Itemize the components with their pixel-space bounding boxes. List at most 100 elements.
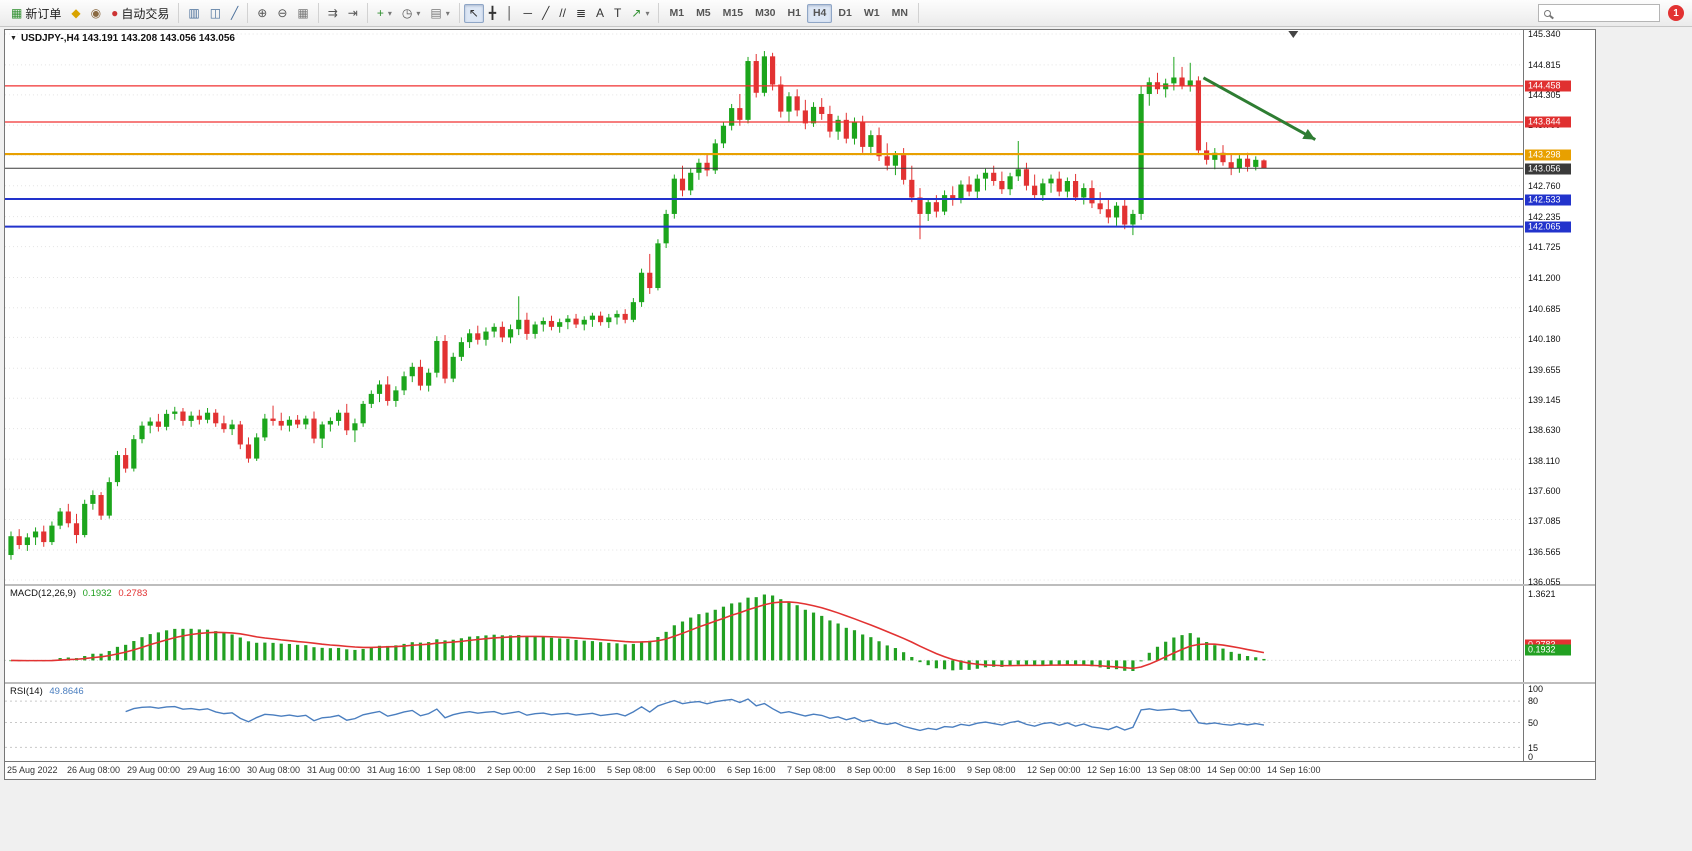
autotrade-button[interactable]: ● 自动交易 (106, 4, 174, 23)
rsi-axis-label: 0 (1528, 752, 1534, 762)
community-button-icon: ◉ (90, 6, 102, 20)
macd-axis-max-label: 1.3621 (1528, 589, 1556, 599)
zoom-out-button[interactable]: ⊖ (272, 4, 292, 23)
text-button[interactable]: A (591, 4, 609, 23)
channel-button[interactable]: // (554, 4, 571, 23)
macd-plot[interactable]: MACD(12,26,9) 0.1932 0.2783 (5, 586, 1523, 682)
search-input[interactable] (1555, 6, 1654, 20)
community-button[interactable]: ◉ (86, 4, 106, 23)
auto-scroll-button[interactable]: ⇉ (323, 4, 343, 23)
zoom-in-button[interactable]: ⊕ (252, 4, 272, 23)
vertical-line-button[interactable]: │ (501, 4, 519, 23)
tile-windows-button[interactable]: ▦ (292, 4, 313, 23)
time-axis-label: 9 Sep 08:00 (967, 765, 1016, 775)
toolbar: ▦ 新订单 ◆ ◉ ● 自动交易 ▥ ◫ ╱ ⊕ ⊖ ▦ ⇉ ⇥ + ▾ ◷ ▾ ▤ ▾ ↖ ╋ │ ─ ╱//≣ A T ↗ ▾ M1 M… (0, 0, 1692, 27)
time-axis-label: 25 Aug 2022 (7, 765, 58, 775)
sound-alert-button-icon: ◆ (71, 6, 81, 20)
timeframe-m30[interactable]: M30 (755, 7, 776, 19)
rsi-axis-label: 80 (1528, 696, 1539, 707)
periods-button-dropdown-icon[interactable]: ▾ (416, 8, 421, 18)
price-tag: 142.533 (1525, 194, 1571, 206)
price-axis-label: 138.630 (1528, 425, 1561, 436)
symbol-ohlc-text: USDJPY-,H4 143.191 143.208 143.056 143.0… (20, 33, 235, 44)
horizontal-line-button-icon: ─ (523, 6, 533, 20)
timeframe-h1[interactable]: H1 (787, 7, 801, 19)
shapes-button-icon: ↗ (631, 6, 642, 20)
macd-title: MACD(12,26,9) (10, 588, 76, 599)
time-axis-label: 5 Sep 08:00 (607, 765, 656, 775)
search-box[interactable] (1538, 4, 1660, 22)
bottom-gutter (0, 780, 1692, 850)
price-axis-label: 144.305 (1528, 90, 1561, 101)
rsi-plot[interactable]: RSI(14) 49.8646 (5, 684, 1523, 761)
price-axis[interactable]: 145.340144.815144.305143.790143.280142.7… (1523, 29, 1595, 587)
line-chart-button-icon: ╱ (231, 6, 239, 20)
shapes-button[interactable]: ↗ ▾ (626, 4, 654, 23)
time-axis-label: 29 Aug 16:00 (187, 765, 241, 775)
sound-alert-button[interactable]: ◆ (66, 4, 85, 23)
timeframe-d1[interactable]: D1 (838, 7, 852, 19)
line-chart-button[interactable]: ╱ (226, 4, 243, 23)
price-axis-label: 136.055 (1528, 577, 1561, 587)
time-axis-label: 31 Aug 00:00 (307, 765, 361, 775)
vertical-line-button-icon: │ (506, 6, 514, 20)
text-button-icon: A (596, 6, 605, 20)
fibonacci-button[interactable]: ≣ (571, 4, 591, 23)
time-axis-label: 30 Aug 08:00 (247, 765, 301, 775)
zoom-in-button-icon: ⊕ (257, 6, 268, 20)
macd-canvas[interactable] (5, 586, 1523, 682)
candlestick-chart-button[interactable]: ◫ (205, 4, 226, 23)
tools-group: ↖ ╋ │ ─ ╱ // ≣ A T ↗ ▾ (462, 3, 660, 23)
time-axis-label: 6 Sep 16:00 (727, 765, 776, 775)
trendline-button-icon: ╱ (542, 6, 550, 20)
trendline-button[interactable]: ╱ (537, 4, 554, 23)
price-axis-label: 138.110 (1528, 455, 1560, 466)
autotrade-button-icon: ● (111, 6, 119, 20)
shapes-button-dropdown-icon[interactable]: ▾ (645, 8, 650, 18)
main-chart-canvas[interactable] (5, 30, 1523, 584)
label-button-icon: T (614, 6, 622, 20)
timeframe-w1[interactable]: W1 (863, 7, 880, 19)
templates-button[interactable]: ▤ ▾ (425, 4, 454, 23)
bar-chart-button[interactable]: ▥ (183, 4, 204, 23)
price-tag: 142.065 (1525, 221, 1571, 233)
price-axis-label: 140.180 (1528, 333, 1561, 344)
time-axis[interactable]: 25 Aug 2022 26 Aug 08:00 29 Aug 00:00 29 Au… (5, 762, 1595, 779)
rsi-canvas[interactable] (5, 684, 1523, 761)
timeframe-h4[interactable]: H4 (806, 3, 833, 23)
main-chart-panel: ▼ USDJPY-,H4 143.191 143.208 143.056 143… (5, 29, 1595, 587)
new-order-button[interactable]: ▦ 新订单 (6, 4, 66, 23)
chart-shift-button[interactable]: ⇥ (343, 4, 363, 23)
notification-badge[interactable]: 1 (1668, 5, 1684, 21)
zoom-out-button-icon: ⊖ (277, 6, 288, 20)
crosshair-button[interactable]: ╋ (484, 4, 501, 23)
timeframe-mn[interactable]: MN (891, 7, 908, 19)
cursor-button[interactable]: ↖ (463, 3, 484, 23)
search-icon (1544, 9, 1551, 17)
timeframe-m1[interactable]: M1 (669, 7, 685, 19)
label-button[interactable]: T (609, 4, 626, 23)
rsi-axis[interactable]: 100 80 50 15 0 (1523, 684, 1595, 762)
new-order-button-label: 新订单 (25, 6, 62, 21)
chart-plot[interactable]: ▼ USDJPY-,H4 143.191 143.208 143.056 143… (5, 30, 1523, 584)
timeframe-m5[interactable]: M5 (696, 7, 711, 19)
indicators-button[interactable]: + ▾ (372, 4, 397, 23)
price-axis-label: 140.685 (1528, 303, 1561, 314)
collapse-icon[interactable]: ▼ (10, 35, 17, 42)
trade-group: ▦ 新订单 ◆ ◉ ● 自动交易 (4, 3, 180, 23)
chart-shift-marker (1288, 30, 1299, 38)
timeframe-m15[interactable]: M15 (722, 7, 744, 19)
time-axis-label: 12 Sep 16:00 (1087, 765, 1141, 775)
periods-button[interactable]: ◷ ▾ (397, 4, 426, 23)
time-axis-label: 1 Sep 08:00 (427, 765, 476, 775)
price-tag: 144.458 (1525, 80, 1571, 92)
timeframe-group: M1 M5 M15 M30 H1 H4 D1 W1 MN (661, 3, 919, 23)
templates-button-dropdown-icon[interactable]: ▾ (445, 8, 450, 18)
periods-button-icon: ◷ (401, 6, 413, 20)
time-axis-label: 29 Aug 00:00 (127, 765, 181, 775)
indicators-button-dropdown-icon[interactable]: ▾ (387, 8, 392, 18)
horizontal-line-button[interactable]: ─ (519, 4, 538, 23)
price-axis-label: 142.760 (1528, 181, 1561, 192)
